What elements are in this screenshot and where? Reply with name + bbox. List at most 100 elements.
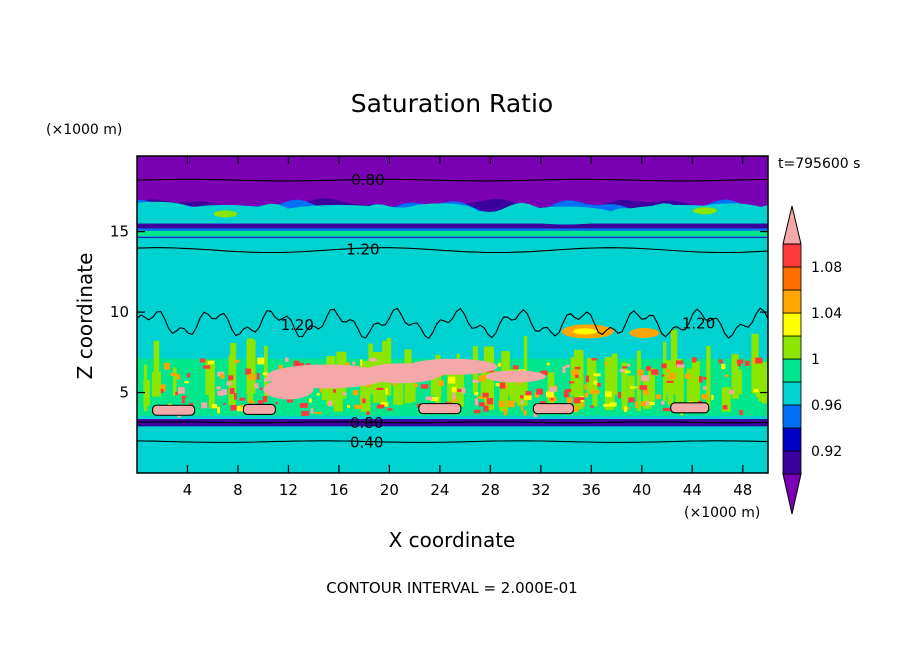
field-speckle [228, 375, 234, 381]
field-speckle [474, 391, 479, 396]
field-speckle [176, 374, 181, 380]
field-patch-1.06b [629, 328, 660, 339]
field-speckle [414, 383, 418, 388]
field-speckle [619, 368, 625, 373]
field-speckle [245, 368, 252, 375]
field-speckle [571, 369, 579, 376]
field-plume-1.02 [393, 366, 404, 406]
field-speckle [175, 391, 178, 396]
field-speckle [593, 380, 598, 385]
field-cell [532, 403, 575, 415]
field-speckle [545, 391, 554, 398]
field-speckle [217, 391, 224, 396]
field-speckle [666, 369, 670, 373]
field-speckle [482, 392, 489, 398]
field-plume-1.02 [755, 366, 763, 398]
field-speckle [667, 375, 670, 380]
colorbar-label: 1.04 [811, 306, 842, 322]
field-speckle [590, 389, 595, 395]
contour-label: 1.20 [682, 314, 715, 332]
field-speckle [676, 364, 685, 368]
field-speckle [520, 395, 524, 399]
field-speckle [366, 411, 370, 415]
x-tick-label: 28 [481, 481, 500, 499]
colorbar-swatch [782, 243, 802, 268]
field-speckle [476, 396, 485, 399]
field-plume-1.02 [636, 350, 641, 412]
field-speckle [369, 358, 377, 362]
field-speckle [478, 375, 486, 382]
field-speckle [736, 359, 744, 364]
x-tick-label: 12 [279, 481, 298, 499]
field-speckle [301, 410, 309, 416]
field-speckle [258, 400, 264, 406]
field-speckle [230, 405, 238, 411]
field-speckle [642, 388, 649, 395]
field-plume-1.02 [517, 378, 528, 406]
field-speckle [512, 365, 519, 370]
contour-label: 0.80 [351, 171, 384, 189]
field-speckle [233, 393, 237, 400]
field-speckle [239, 397, 246, 401]
field-plume-1.02 [758, 361, 768, 401]
field-speckle [669, 372, 676, 380]
field-speckle [636, 369, 644, 376]
field-speckle [618, 391, 621, 399]
field-speckle [662, 407, 671, 412]
field-speckle [425, 396, 433, 401]
field-speckle [293, 360, 300, 368]
field-speckle [316, 393, 320, 396]
field-speckle [342, 392, 347, 395]
field-speckle [278, 364, 283, 370]
contour-line-1.20-lower [137, 307, 768, 340]
field-plume-1.02 [205, 360, 215, 395]
field-plume-1.02 [686, 368, 694, 403]
field-cell [152, 404, 196, 416]
field-speckle [575, 374, 579, 378]
field-speckle [346, 404, 350, 408]
field-speckle [200, 358, 206, 363]
field-speckle [593, 373, 601, 377]
field-cell [418, 403, 462, 415]
field-speckle [240, 404, 245, 408]
field-speckle [259, 387, 263, 390]
field-speckle [693, 357, 698, 362]
x-tick-label: 4 [183, 481, 193, 499]
field-speckle [380, 402, 389, 407]
field-speckle [593, 389, 600, 394]
field-speckle [573, 405, 579, 413]
colorbar-swatch [782, 404, 802, 429]
field-speckle [604, 391, 612, 397]
field-speckle [655, 394, 661, 400]
field-plume-1.02 [570, 357, 576, 396]
field-speckle [577, 397, 585, 400]
field-speckle [753, 388, 759, 393]
field-speckle [217, 406, 221, 414]
field-blob-0.98 [401, 203, 478, 222]
field-speckle [220, 373, 225, 379]
field-speckle [722, 405, 728, 410]
x-tick-label: 48 [733, 481, 752, 499]
field-speckle [159, 384, 166, 392]
x-axis-label: X coordinate [389, 528, 516, 552]
y-tick-label: 5 [119, 384, 129, 402]
field-speckle [233, 359, 240, 363]
field-speckle [517, 381, 520, 386]
field-patch-1.04 [573, 328, 598, 335]
x-tick-label: 44 [683, 481, 702, 499]
field-speckle [474, 409, 481, 414]
y-unit-label: (×1000 m) [46, 122, 122, 138]
field-speckle [284, 357, 289, 362]
field-blob-0.98 [276, 204, 401, 223]
field-plume-1.02 [667, 360, 674, 406]
field-speckle [661, 363, 667, 369]
colorbar-label: 0.92 [811, 444, 842, 460]
field-plume-1.02 [663, 341, 667, 402]
field-speckle [452, 398, 458, 403]
field-speckle [478, 402, 485, 407]
field-speckle [299, 403, 308, 408]
contour-label: 1.20 [346, 240, 379, 258]
field-speckle [201, 402, 208, 409]
field-speckle [549, 386, 557, 392]
